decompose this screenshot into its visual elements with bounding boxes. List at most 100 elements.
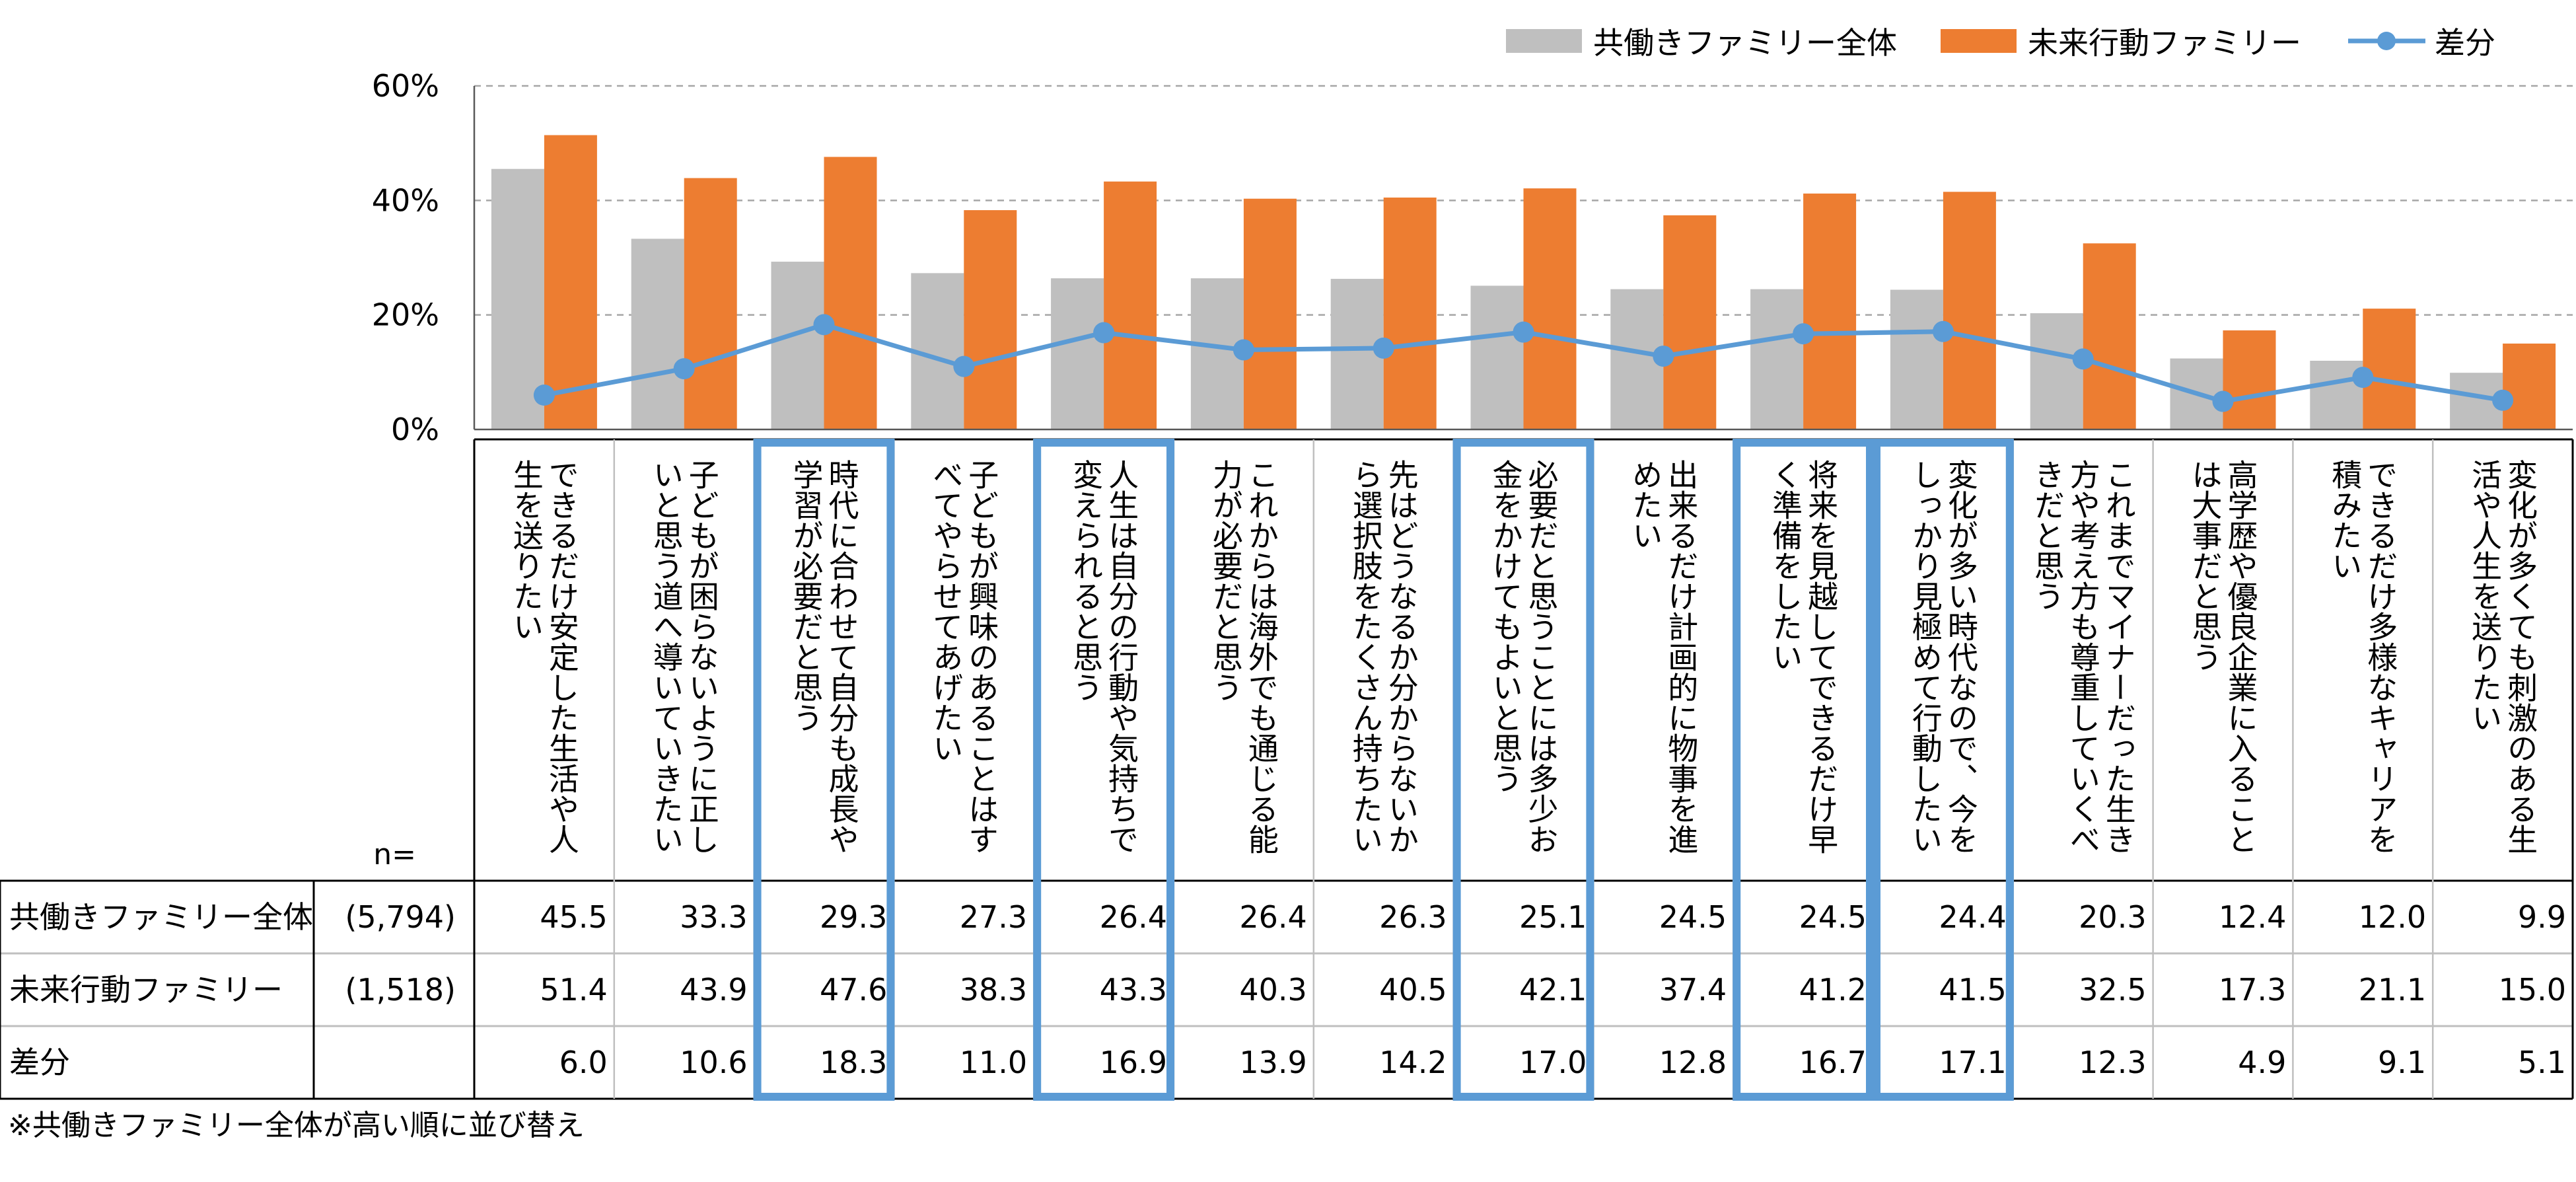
- table-cell-r2-c8: 42.1: [1519, 972, 1587, 1008]
- bar-future-3: [824, 157, 877, 429]
- table-cell-r1-c7: 26.3: [1379, 899, 1447, 935]
- diff-point-9: [1653, 346, 1674, 367]
- category-label-12-line-1: これまでマイナーだった生き: [2101, 459, 2137, 854]
- table-cell-r3-c8: 17.0: [1519, 1045, 1587, 1080]
- table-row-n-2: (1,518): [345, 972, 456, 1008]
- bar-future-9: [1663, 215, 1717, 429]
- table-cell-r2-c1: 51.4: [540, 972, 607, 1008]
- category-label-15-line-2: 活や人生を送りたい: [2467, 459, 2503, 733]
- bar-all-7: [1330, 279, 1384, 429]
- table-cell-r1-c9: 24.5: [1659, 899, 1727, 935]
- table-cell-r1-c12: 20.3: [2079, 899, 2146, 935]
- table-cell-r3-c3: 18.3: [820, 1045, 887, 1080]
- y-tick-label: 40%: [372, 182, 439, 218]
- table-cell-r3-c7: 14.2: [1379, 1045, 1447, 1080]
- diff-point-10: [1793, 323, 1814, 345]
- diff-point-15: [2492, 389, 2514, 411]
- diff-point-5: [1093, 322, 1115, 344]
- table-cell-r2-c6: 40.3: [1239, 972, 1306, 1008]
- diff-point-13: [2212, 390, 2234, 412]
- bar-future-14: [2363, 309, 2416, 429]
- legend-swatch-all: [1506, 29, 1582, 53]
- highlight-box-10: [1733, 439, 1874, 1101]
- category-label-5-line-1: 人生は自分の行動や気持ちで: [1104, 459, 1139, 854]
- bar-future-1: [544, 135, 597, 430]
- bar-future-13: [2223, 330, 2276, 429]
- legend-label-diff: 差分: [2435, 25, 2495, 61]
- category-label-7-line-1: 先はどうなるか分からないか: [1384, 459, 1419, 854]
- category-label-8-line-1: 必要だと思うことには多少お: [1524, 459, 1559, 854]
- bar-all-1: [491, 168, 544, 429]
- category-label-9-line-1: 出来るだけ計画的に物事を進: [1663, 459, 1699, 854]
- n-label: n=: [373, 838, 416, 871]
- table-cell-r3-c10: 16.7: [1799, 1045, 1867, 1080]
- table-cell-r2-c3: 47.6: [820, 972, 887, 1008]
- bar-all-12: [2030, 313, 2083, 429]
- table-cell-r1-c11: 24.4: [1939, 899, 2006, 935]
- table-cell-r1-c6: 26.4: [1239, 899, 1306, 935]
- category-label-5-line-2: 変えられると思う: [1068, 459, 1104, 702]
- diff-point-4: [953, 355, 975, 377]
- category-label-2-line-2: いと思う道へ導いていきたい: [649, 459, 684, 854]
- table-cell-r2-c10: 41.2: [1799, 972, 1867, 1008]
- bar-all-11: [1890, 289, 1943, 429]
- category-label-1-line-2: 生を送りたい: [509, 459, 544, 642]
- footnote: ※共働きファミリー全体が高い順に並び替え: [8, 1109, 585, 1142]
- table-cell-r2-c7: 40.5: [1379, 972, 1447, 1008]
- bar-all-8: [1470, 285, 1524, 429]
- bar-future-12: [2083, 243, 2136, 429]
- table-cell-r3-c6: 13.9: [1239, 1045, 1306, 1080]
- category-label-4-line-2: べてやらせてあげたい: [928, 459, 964, 763]
- y-tick-label: 20%: [372, 297, 439, 333]
- table-cell-r2-c14: 21.1: [2359, 972, 2426, 1008]
- category-label-1-line-1: できるだけ安定した生活や人: [544, 459, 580, 854]
- diff-point-1: [533, 385, 555, 406]
- table-cell-r3-c13: 4.9: [2238, 1045, 2286, 1080]
- bar-future-7: [1383, 198, 1437, 429]
- category-label-10-line-2: く準備をしたい: [1768, 459, 1803, 672]
- legend-swatch-future: [1941, 29, 2017, 53]
- table-cell-r1-c10: 24.5: [1799, 899, 1867, 935]
- diff-point-14: [2352, 367, 2374, 388]
- diff-point-6: [1233, 339, 1254, 361]
- diff-point-2: [673, 358, 695, 380]
- table-cell-r1-c4: 27.3: [960, 899, 1027, 935]
- table-cell-r3-c9: 12.8: [1659, 1045, 1727, 1080]
- highlight-box-11: [1873, 439, 2014, 1101]
- legend-label-future: 未来行動ファミリー: [2028, 25, 2301, 61]
- table-cell-r2-c13: 17.3: [2219, 972, 2286, 1008]
- bar-all-5: [1051, 278, 1104, 429]
- category-label-7-line-2: ら選択肢をたくさん持ちたい: [1348, 459, 1384, 854]
- table-cell-r1-c13: 12.4: [2219, 899, 2286, 935]
- bar-all-10: [1750, 289, 1804, 429]
- bar-all-3: [771, 262, 824, 429]
- bar-future-11: [1943, 192, 1996, 429]
- category-label-4-line-1: 子どもが興味のあることはす: [964, 459, 999, 854]
- table-row-label-1: 共働きファミリー全体: [9, 899, 313, 935]
- category-label-9-line-2: めたい: [1628, 459, 1663, 550]
- y-tick-label: 60%: [372, 68, 439, 104]
- table-cell-r2-c15: 15.0: [2499, 972, 2566, 1008]
- table-cell-r2-c12: 32.5: [2079, 972, 2146, 1008]
- table-cell-r1-c1: 45.5: [540, 899, 607, 935]
- table-row-n-1: (5,794): [345, 899, 456, 935]
- category-label-3-line-1: 時代に合わせて自分も成長や: [824, 459, 860, 854]
- category-label-14-line-2: 積みたい: [2327, 459, 2363, 581]
- bar-all-2: [631, 239, 684, 429]
- category-label-12-line-2: 方や考え方も尊重していくべ: [2065, 459, 2101, 854]
- category-label-13-line-2: は大事だと思う: [2188, 459, 2223, 672]
- category-label-3-line-2: 学習が必要だと思う: [789, 459, 824, 733]
- diff-point-11: [1932, 320, 1954, 342]
- table-cell-r3-c5: 16.9: [1100, 1045, 1167, 1080]
- category-label-11-line-2: しっかり見極めて行動したい: [1908, 459, 1943, 854]
- highlight-box-8: [1452, 439, 1594, 1101]
- category-label-8-line-2: 金をかけてもよいと思う: [1488, 459, 1524, 794]
- table-cell-r1-c5: 26.4: [1100, 899, 1167, 935]
- table-cell-r3-c12: 12.3: [2079, 1045, 2146, 1080]
- table-cell-r1-c14: 12.0: [2359, 899, 2426, 935]
- table-cell-r3-c15: 5.1: [2518, 1045, 2566, 1080]
- category-label-6-line-1: これからは海外でも通じる能: [1244, 459, 1279, 854]
- legend-marker-diff: [2377, 32, 2396, 50]
- table-cell-r1-c15: 9.9: [2518, 899, 2566, 935]
